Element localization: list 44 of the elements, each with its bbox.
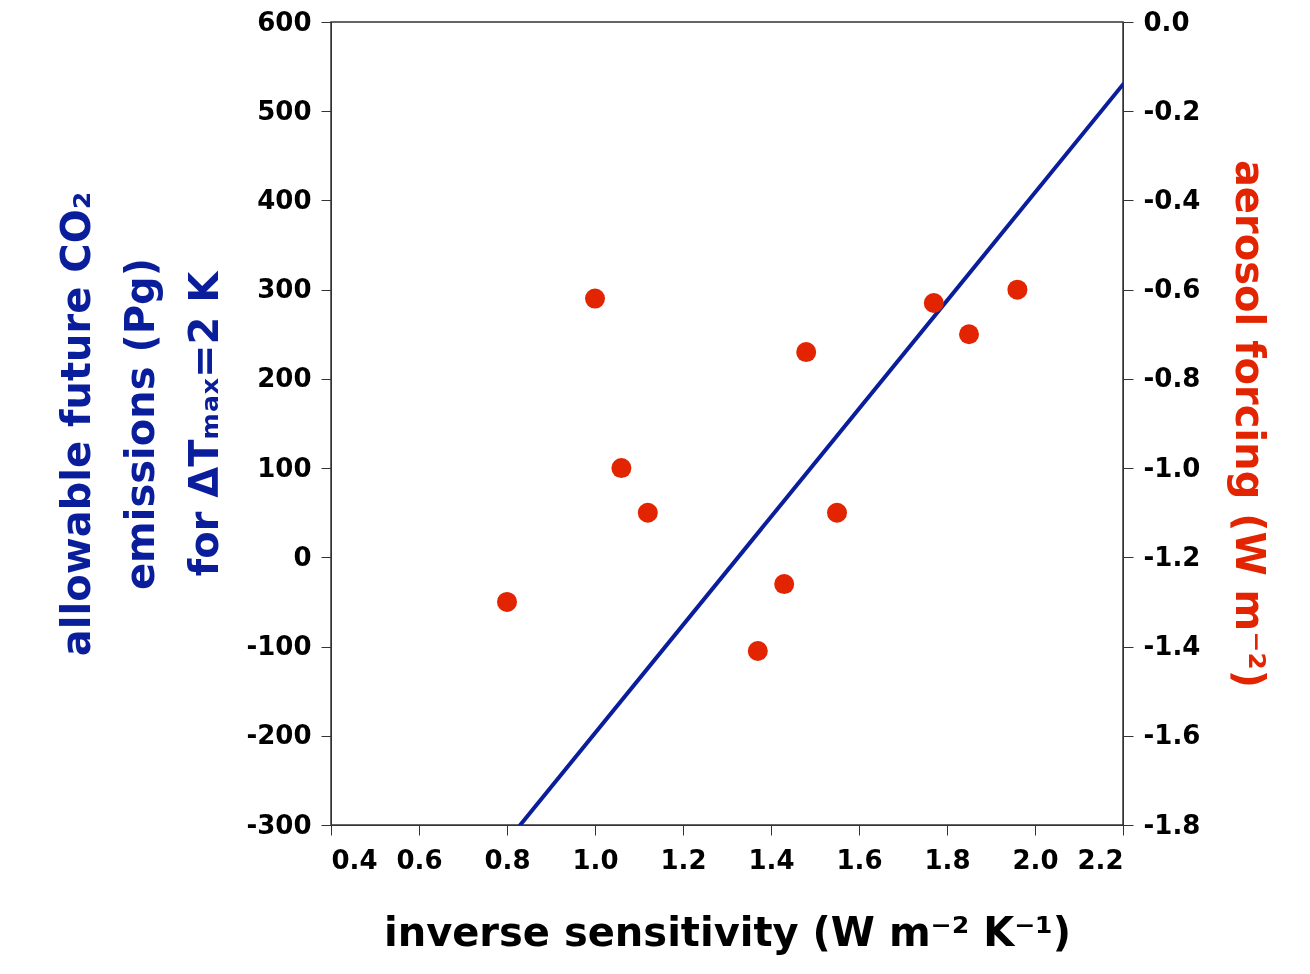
y-tick-label: -100 <box>246 631 312 662</box>
y-tick-label: 100 <box>257 452 312 483</box>
x-tick-label: 1.4 <box>748 844 795 875</box>
y2-axis-title: aerosol forcing (W m⁻²) <box>1227 159 1274 689</box>
point <box>585 288 605 309</box>
y-tick-label: 500 <box>257 95 312 126</box>
x-tick-label: 1.2 <box>660 844 707 875</box>
x-tick-label: 1.0 <box>572 844 619 875</box>
x-tick-label: 0.8 <box>484 844 531 875</box>
y2-tick-label: 0.0 <box>1143 6 1190 37</box>
y2-tick-label: -1.6 <box>1143 720 1201 751</box>
point <box>497 591 517 612</box>
point <box>774 574 795 595</box>
y-tick-label: 0 <box>293 541 312 572</box>
x-tick-label: 0.4 <box>331 844 378 875</box>
y2-tick-label: -0.6 <box>1143 274 1201 305</box>
y-axis-title: allowable future CO₂ emissions (Pg) for ΔTₘₐₓ=2 K <box>53 191 228 657</box>
y-tick-label: 300 <box>257 274 312 305</box>
y2-tick-label: -1.2 <box>1143 541 1201 572</box>
x-tick-label: 1.6 <box>836 844 883 875</box>
y2-tick-label: -0.8 <box>1143 363 1201 394</box>
x-tick-label: 1.8 <box>924 844 971 875</box>
point <box>796 342 817 363</box>
y-tick-label: 600 <box>257 6 312 37</box>
point <box>637 502 658 523</box>
y-tick-label: 200 <box>257 363 312 394</box>
x-tick-label: 2.2 <box>1077 844 1124 875</box>
y-tick-label: 400 <box>257 184 312 215</box>
point <box>923 293 944 314</box>
y2-tick-label: -1.4 <box>1143 631 1201 662</box>
y-tick-label: -200 <box>246 720 312 751</box>
point <box>959 324 979 345</box>
y2-tick-label: -1.0 <box>1143 452 1201 483</box>
y2-tick-label: -1.8 <box>1143 809 1201 840</box>
point <box>747 641 768 661</box>
point <box>827 502 847 523</box>
point <box>1007 279 1028 300</box>
x-axis-title: inverse sensitivity (W m⁻² K⁻¹) <box>383 908 1072 955</box>
x-tick-label: 2.0 <box>1012 844 1059 875</box>
y2-tick-label: -0.2 <box>1143 95 1201 126</box>
y2-tick-label: -0.4 <box>1143 184 1201 215</box>
y-tick-label: -300 <box>246 809 312 840</box>
point <box>611 458 632 479</box>
x-tick-label: 0.6 <box>396 844 443 875</box>
